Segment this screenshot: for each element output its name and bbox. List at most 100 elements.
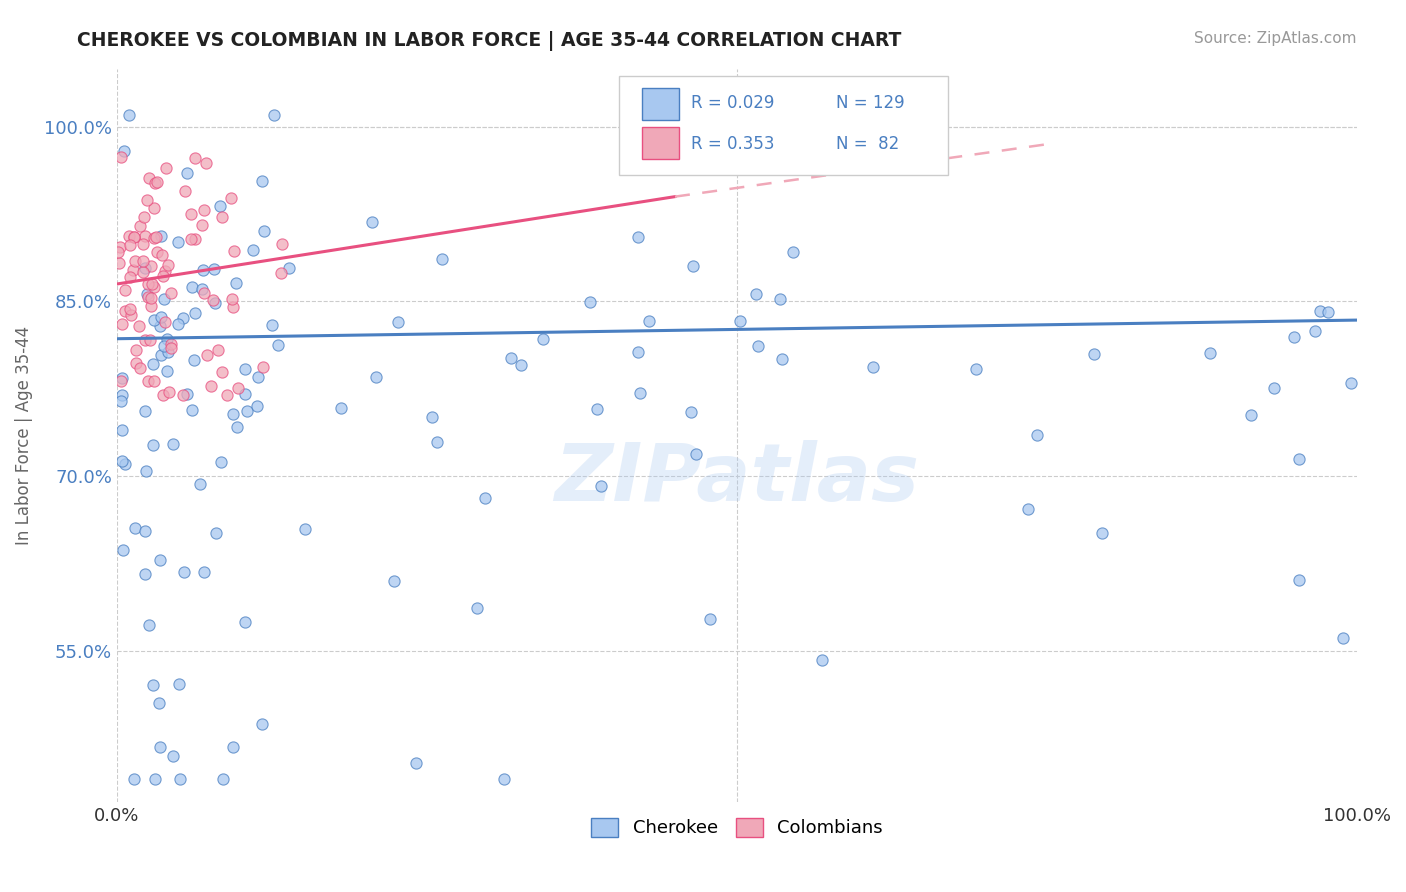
Point	[148, 696, 170, 710]
Point	[262, 318, 284, 332]
Point	[139, 299, 162, 313]
Point	[266, 338, 288, 352]
Point	[1340, 376, 1362, 391]
Point	[108, 240, 131, 254]
Point	[166, 318, 188, 332]
Point	[142, 312, 165, 326]
Point	[160, 337, 183, 351]
Point	[157, 258, 180, 272]
Point	[202, 262, 225, 277]
Point	[167, 677, 190, 691]
Text: Source: ZipAtlas.com: Source: ZipAtlas.com	[1194, 31, 1357, 46]
Point	[146, 244, 169, 259]
Point	[1309, 304, 1331, 318]
Point	[153, 292, 176, 306]
Point	[132, 264, 155, 278]
Point	[782, 245, 804, 260]
Point	[155, 264, 177, 278]
Text: CHEROKEE VS COLOMBIAN IN LABOR FORCE | AGE 35-44 CORRELATION CHART: CHEROKEE VS COLOMBIAN IN LABOR FORCE | A…	[77, 31, 901, 51]
Point	[531, 332, 554, 346]
Point	[135, 464, 157, 478]
Point	[1331, 631, 1354, 645]
Point	[364, 370, 387, 384]
Point	[150, 248, 173, 262]
Point	[191, 282, 214, 296]
Point	[180, 402, 202, 417]
Point	[638, 314, 661, 328]
Point	[134, 229, 156, 244]
Point	[1083, 347, 1105, 361]
Point	[222, 300, 245, 314]
Point	[183, 353, 205, 368]
Point	[108, 255, 131, 269]
Point	[1288, 452, 1310, 467]
Point	[228, 381, 250, 395]
Point	[124, 521, 146, 535]
Point	[589, 478, 612, 492]
Point	[211, 210, 233, 224]
Point	[110, 393, 132, 408]
Point	[118, 108, 141, 122]
Point	[129, 360, 152, 375]
Text: R = 0.353: R = 0.353	[692, 135, 775, 153]
Point	[138, 618, 160, 632]
Point	[184, 306, 207, 320]
Point	[118, 228, 141, 243]
Point	[681, 405, 703, 419]
Point	[134, 210, 156, 224]
Point	[208, 198, 231, 212]
Point	[862, 360, 884, 375]
Point	[142, 280, 165, 294]
Point	[110, 150, 132, 164]
Point	[1282, 330, 1305, 344]
Point	[180, 280, 202, 294]
Point	[222, 407, 245, 421]
Point	[217, 387, 239, 401]
Point	[149, 553, 172, 567]
Point	[122, 262, 145, 277]
Y-axis label: In Labor Force | Age 35-44: In Labor Force | Age 35-44	[15, 326, 32, 545]
Point	[219, 190, 242, 204]
Point	[172, 311, 194, 326]
Point	[1316, 305, 1339, 319]
Point	[811, 653, 834, 667]
Point	[111, 318, 134, 332]
Point	[139, 291, 162, 305]
Point	[270, 237, 292, 252]
Point	[162, 436, 184, 450]
Point	[142, 231, 165, 245]
Point	[501, 351, 523, 365]
Point	[134, 567, 156, 582]
Point	[152, 268, 174, 283]
Point	[157, 345, 180, 359]
Point	[139, 259, 162, 273]
Point	[278, 260, 301, 275]
Point	[166, 235, 188, 249]
Point	[149, 319, 172, 334]
Point	[150, 348, 173, 362]
Point	[252, 716, 274, 731]
Point	[294, 521, 316, 535]
Point	[160, 341, 183, 355]
Point	[1303, 324, 1326, 338]
Point	[225, 276, 247, 290]
Point	[153, 315, 176, 329]
Point	[195, 348, 218, 362]
Point	[184, 151, 207, 165]
Point	[134, 524, 156, 538]
Point	[114, 303, 136, 318]
Point	[180, 232, 202, 246]
Point	[128, 319, 150, 334]
Point	[157, 385, 180, 400]
Point	[143, 772, 166, 786]
Point	[114, 457, 136, 471]
Point	[142, 678, 165, 692]
Point	[176, 387, 198, 401]
Point	[188, 477, 211, 491]
Point	[152, 339, 174, 353]
Point	[474, 491, 496, 505]
Point	[111, 371, 134, 385]
Point	[124, 355, 146, 369]
Point	[122, 230, 145, 244]
Point	[770, 351, 793, 366]
